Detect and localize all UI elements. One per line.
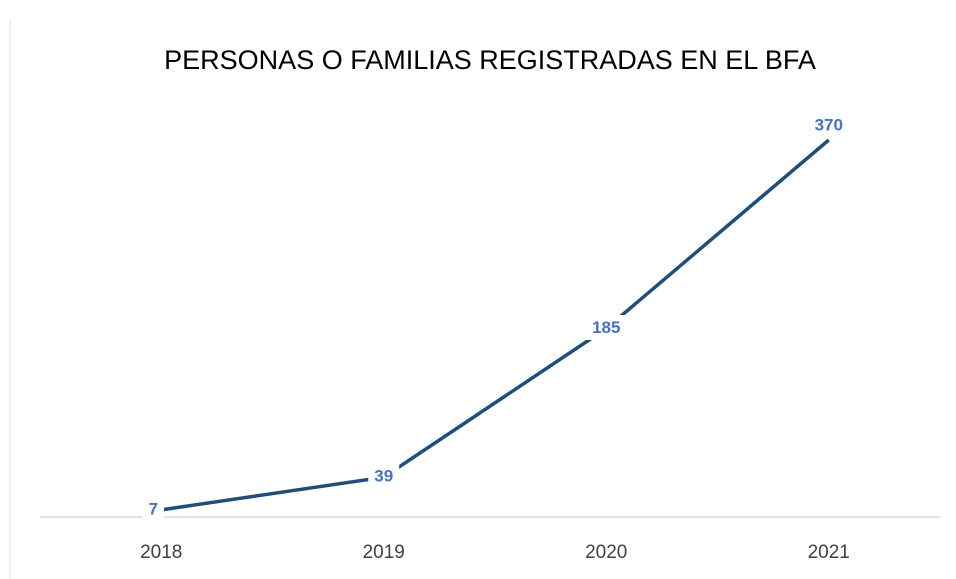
- data-label-bg: [808, 112, 849, 138]
- chart-title: PERSONAS O FAMILIAS REGISTRADAS EN EL BF…: [164, 45, 816, 75]
- data-label-bg: [586, 314, 627, 340]
- data-label: 185: [592, 318, 620, 337]
- x-tick-label: 2019: [363, 542, 405, 563]
- x-tick-label: 2018: [140, 542, 182, 563]
- x-tick-label: 2020: [585, 542, 627, 563]
- data-label: 7: [149, 499, 158, 518]
- x-tick-label: 2021: [808, 542, 850, 563]
- data-label: 370: [815, 115, 843, 134]
- data-label: 39: [374, 467, 393, 486]
- data-label-bg: [368, 463, 400, 489]
- line: [160, 138, 830, 512]
- data-label-bg: [142, 496, 164, 522]
